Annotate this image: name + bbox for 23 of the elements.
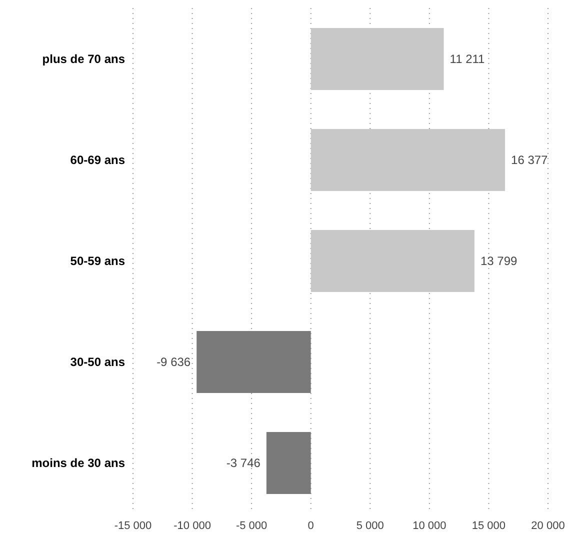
- y-tick-label: 60-69 ans: [70, 152, 126, 167]
- y-tick-label: 50-59 ans: [70, 254, 126, 268]
- x-tick-label: 20 000: [531, 520, 565, 532]
- x-tick-label: 0: [308, 520, 314, 532]
- data-label: 16 377: [511, 153, 548, 167]
- x-tick-label: -5 000: [236, 520, 268, 532]
- x-tick-label: 15 000: [472, 520, 506, 532]
- data-label: 11 211: [450, 52, 486, 66]
- data-label: -9 636: [156, 355, 191, 369]
- y-tick-label: 30-50 ans: [70, 354, 126, 369]
- data-label: -3 746: [226, 456, 261, 470]
- x-tick-label: 5 000: [356, 520, 384, 532]
- data-label: 13 799: [480, 254, 518, 268]
- bar: [310, 28, 444, 90]
- y-tick-label: moins de 30 ans: [32, 456, 126, 470]
- bar: [310, 230, 474, 292]
- x-tick-label: 10 000: [412, 520, 446, 532]
- bar: [266, 432, 311, 494]
- bar: [196, 331, 311, 393]
- x-tick-label: -10 000: [174, 520, 211, 532]
- x-tick-label: -15 000: [114, 520, 152, 532]
- bar: [310, 129, 506, 191]
- y-tick-label: plus de 70 ans: [42, 52, 126, 66]
